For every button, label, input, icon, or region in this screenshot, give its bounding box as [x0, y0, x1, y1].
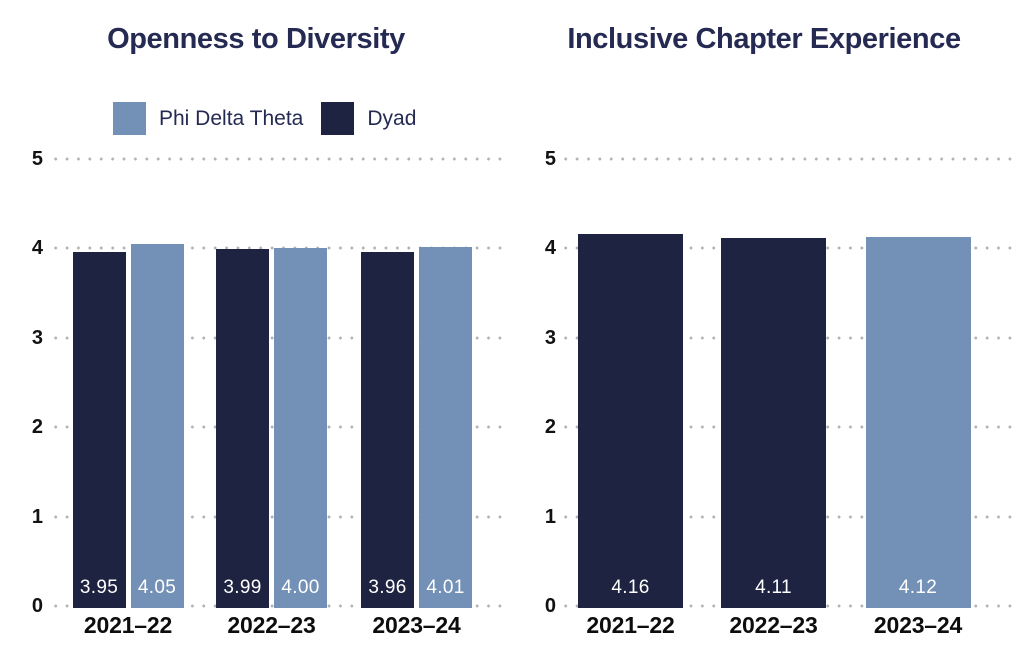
bar-value-label: 4.12: [898, 576, 938, 598]
y-tick-label-1: 1: [544, 505, 556, 528]
bar-value-label: 4.00: [281, 577, 320, 598]
bar-dyad-2021-22: 3.95: [72, 252, 126, 608]
bar-phi-delta-theta-2021-22: 4.05: [130, 243, 184, 608]
bar-dyad-2022-23: 3.99: [216, 248, 269, 608]
x-tick-label-2021-22: 2021–22: [586, 612, 675, 638]
legend-item-dyad: Dyad: [321, 102, 416, 135]
legend-label: Dyad: [367, 106, 417, 130]
x-tick-label-2023-24: 2023–24: [873, 612, 963, 638]
bar-score-2022-23: 4.11: [721, 238, 826, 608]
gridline-y5: [560, 156, 1012, 161]
legend: Phi Delta Theta Dyad: [113, 102, 416, 135]
bar-value-label: 3.95: [79, 576, 119, 598]
bar-value-label: 3.96: [368, 576, 407, 598]
bar-phi-delta-theta-2022-23: 4.00: [274, 248, 327, 608]
x-tick-label-2021-22: 2021–22: [83, 612, 173, 638]
y-tick-label-5: 5: [544, 147, 556, 170]
y-tick-label-0: 0: [544, 595, 556, 617]
y-tick-label-4: 4: [544, 237, 556, 259]
legend-item-phi-delta-theta: Phi Delta Theta: [113, 102, 303, 135]
chart-title-openness: Openness to Diversity: [107, 23, 405, 56]
gridline-y5: [50, 156, 507, 161]
y-tick-label-2: 2: [31, 416, 43, 438]
legend-label: Phi Delta Theta: [159, 106, 304, 130]
chart-title-inclusive: Inclusive Chapter Experience: [567, 23, 961, 56]
x-tick-label-2022-23: 2022–23: [227, 612, 316, 638]
y-tick-label-5: 5: [31, 147, 43, 170]
x-tick-label-2022-23: 2022–23: [729, 612, 818, 638]
x-tick-label-2023-24: 2023–24: [372, 612, 461, 638]
y-tick-label-2: 2: [544, 416, 556, 438]
y-tick-label-4: 4: [31, 237, 43, 259]
bar-value-label: 4.01: [426, 576, 465, 598]
bar-value-label: 4.16: [611, 576, 650, 598]
bar-score-2021-22: 4.16: [578, 233, 683, 608]
y-tick-label-3: 3: [31, 326, 43, 349]
y-tick-label-0: 0: [31, 595, 43, 617]
bar-value-label: 3.99: [223, 576, 262, 598]
y-tick-label-3: 3: [544, 326, 556, 349]
legend-swatch-phi-delta-theta: [113, 102, 146, 135]
bar-score-2023-24: 4.12: [865, 237, 971, 608]
bar-phi-delta-theta-2023-24: 4.01: [419, 247, 472, 608]
legend-swatch-dyad: [321, 102, 355, 135]
y-tick-label-1: 1: [31, 505, 43, 528]
bar-dyad-2023-24: 3.96: [361, 251, 414, 608]
bar-value-label: 4.05: [137, 576, 177, 598]
bar-value-label: 4.11: [755, 576, 792, 598]
